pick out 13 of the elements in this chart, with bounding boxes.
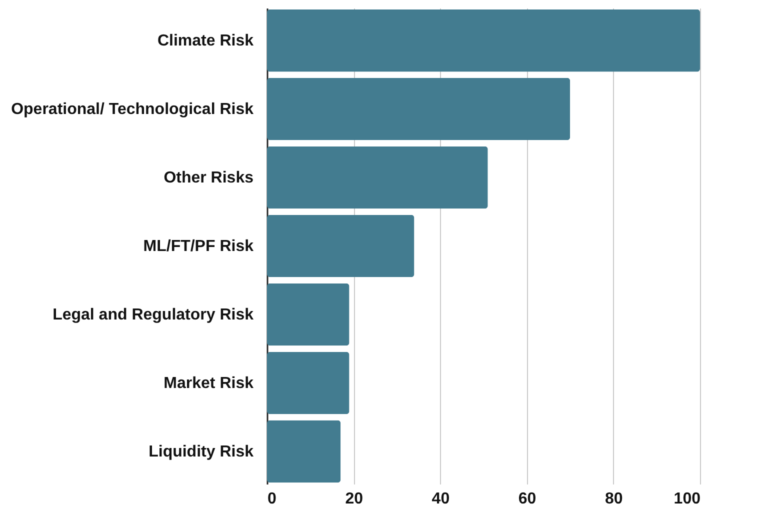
y-tick-label: Climate Risk — [157, 32, 254, 50]
y-tick-label: Legal and Regulatory Risk — [52, 306, 254, 324]
y-tick-label: Operational/ Technological Risk — [11, 101, 254, 118]
x-tick-label: 0 — [268, 490, 276, 508]
y-tick-label: Other Risks — [164, 170, 254, 187]
y-tick-label: Liquidity Risk — [148, 443, 254, 460]
x-tick-label: 100 — [674, 490, 701, 508]
x-tick-label: 80 — [605, 490, 623, 508]
x-tick-label: 60 — [518, 490, 536, 508]
x-tick-label: 40 — [432, 490, 450, 508]
y-tick-label: Market Risk — [164, 374, 254, 392]
x-tick-label: 20 — [345, 490, 364, 508]
y-tick-label: ML/FT/PF Risk — [143, 238, 254, 255]
